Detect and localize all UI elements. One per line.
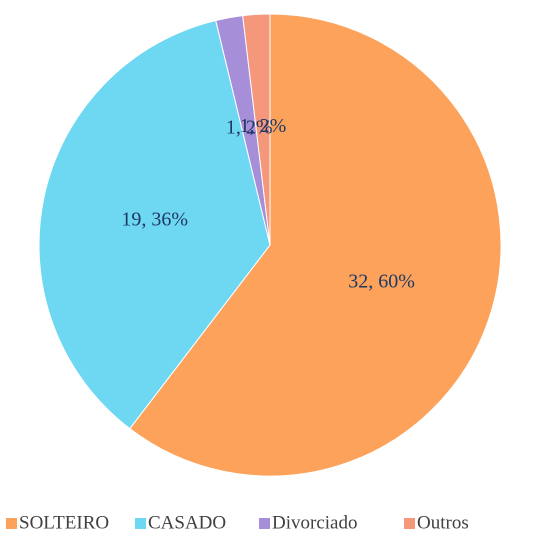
legend-label: CASADO xyxy=(148,512,226,533)
data-label: 1, 2% xyxy=(240,115,287,137)
pie-slice xyxy=(129,13,502,477)
data-label: 32, 60% xyxy=(348,270,415,292)
data-label: 19, 36% xyxy=(121,208,188,230)
legend-label: Outros xyxy=(417,512,469,533)
legend-swatch xyxy=(6,518,17,529)
data-label: 1, 2% xyxy=(226,117,273,139)
legend-label: Divorciado xyxy=(272,512,357,533)
legend-swatch xyxy=(404,518,415,529)
pie-slice xyxy=(38,19,271,430)
pie-slice xyxy=(242,13,271,246)
legend-swatch xyxy=(135,518,146,529)
legend-swatch xyxy=(259,518,270,529)
legend-label: SOLTEIRO xyxy=(19,512,109,533)
